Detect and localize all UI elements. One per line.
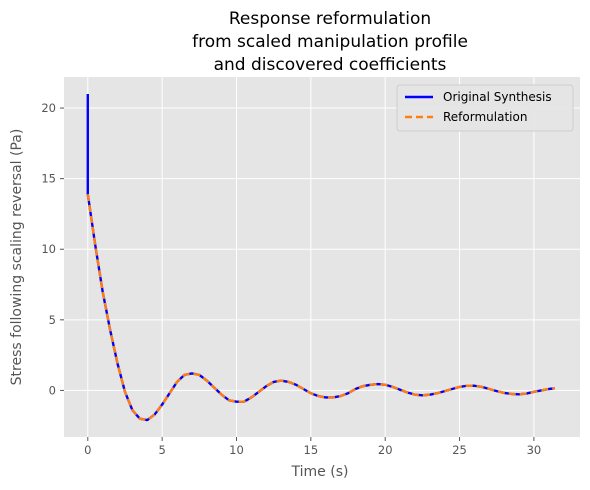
chart-title-line-2: from scaled manipulation profile [192, 32, 468, 52]
x-tick-label: 20 [378, 443, 393, 457]
legend: Original Synthesis Reformulation [396, 84, 574, 132]
x-tick-label: 15 [304, 443, 319, 457]
y-axis-ticks: 0 5 10 15 20 [41, 101, 64, 397]
y-tick-label: 20 [41, 101, 56, 115]
chart-title-line-1: Response reformulation [229, 9, 431, 29]
y-tick-label: 15 [41, 172, 56, 186]
grid-lines [64, 77, 580, 437]
y-tick-label: 10 [41, 242, 56, 256]
x-tick-label: 0 [84, 443, 91, 457]
chart-title-line-3: and discovered coefficients [214, 55, 447, 75]
y-tick-label: 0 [49, 383, 56, 397]
legend-label-reformulation: Reformulation [443, 110, 527, 124]
y-tick-label: 5 [49, 313, 56, 327]
x-tick-label: 5 [158, 443, 165, 457]
legend-label-original-synthesis: Original Synthesis [443, 90, 552, 104]
x-axis-ticks: 0 5 10 15 20 25 30 [84, 437, 541, 457]
plot-area [64, 77, 580, 437]
x-tick-label: 25 [452, 443, 467, 457]
series-layer [86, 93, 555, 422]
series-line-reformulation [86, 194, 555, 422]
x-axis-label: Time (s) [291, 464, 349, 480]
chart-title: Response reformulation from scaled manip… [192, 9, 468, 75]
x-tick-label: 10 [229, 443, 244, 457]
y-axis-label: Stress following scaling reversal (Pa) [9, 129, 25, 386]
legend-box [396, 84, 574, 132]
x-tick-label: 30 [527, 443, 542, 457]
